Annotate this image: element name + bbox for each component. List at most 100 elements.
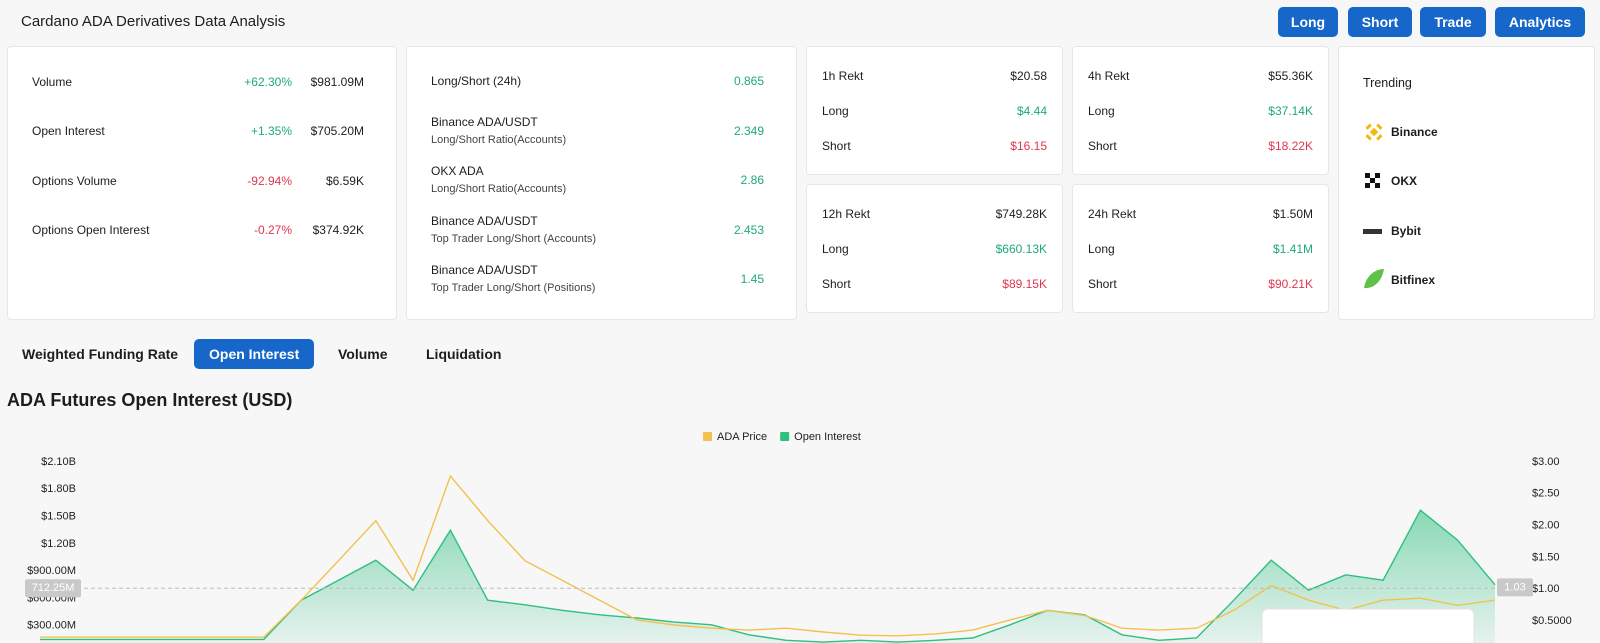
ratio-label: Binance ADA/USDT xyxy=(431,213,538,228)
ratio-value: 2.86 xyxy=(740,173,764,187)
ratio-sublabel: Top Trader Long/Short (Positions) xyxy=(431,282,596,294)
rekt-label: 12h Rekt xyxy=(822,207,871,221)
crosshair-y-label: 712.25M xyxy=(32,582,75,594)
crosshair-badge xyxy=(1497,578,1533,597)
rekt-value: $4.44 xyxy=(1016,104,1047,118)
ratio-label: Binance ADA/USDT xyxy=(431,114,538,129)
tab[interactable]: Liquidation xyxy=(426,346,502,362)
okx-icon xyxy=(1365,173,1380,188)
crosshair-badge xyxy=(25,579,81,598)
rekt-label: Long xyxy=(1088,242,1115,256)
rekt-value: $749.28K xyxy=(995,207,1047,221)
crosshair-y2-label: 1.03 xyxy=(1504,581,1525,593)
ratio-sublabel: Long/Short Ratio(Accounts) xyxy=(431,133,567,146)
metric-value: $6.59K xyxy=(325,173,364,188)
bybit-icon xyxy=(1363,229,1382,234)
y2-tick-label: $3.00 xyxy=(1532,456,1560,468)
rekt-value: $1.50M xyxy=(1272,207,1313,221)
rekt-card: 12h Rekt $749.28K Long $660.13K Short $89.15K xyxy=(806,184,1063,313)
y-tick-label: $2.10B xyxy=(41,456,76,468)
binance-icon xyxy=(1365,123,1383,141)
legend-swatch xyxy=(703,432,712,441)
y-tick-label: $1.50B xyxy=(41,510,76,522)
rekt-card: 24h Rekt $1.50M Long $1.41M Short $90.21K xyxy=(1072,184,1329,313)
legend-swatch xyxy=(780,432,790,441)
tab[interactable]: Volume xyxy=(338,346,388,362)
y2-tick-label: $2.00 xyxy=(1532,520,1560,532)
line xyxy=(40,474,1496,638)
trade-button[interactable]: Trade xyxy=(1420,7,1486,37)
metric-label: Open Interest xyxy=(32,124,105,139)
rekt-value: $37.14K xyxy=(1268,104,1313,118)
legend-label: ADA Price xyxy=(717,431,767,443)
metric-value: $374.92K xyxy=(312,222,364,237)
legend-label: Open Interest xyxy=(794,431,861,443)
tab[interactable]: Open Interest xyxy=(194,339,315,369)
trending-title: Trending xyxy=(1363,76,1412,90)
metric-change: +1.35% xyxy=(250,124,292,139)
trending-item[interactable]: Bybit xyxy=(1391,224,1421,238)
ratio-sublabel: Long/Short Ratio(Accounts) xyxy=(431,183,567,195)
ratio-value: 2.349 xyxy=(733,123,764,138)
ratios-card: Long/Short (24h) 0.865 Binance ADA/USDT Lon… xyxy=(406,46,797,320)
metric-label: Options Open Interest xyxy=(32,222,150,237)
rekt-value: $1.41M xyxy=(1272,242,1313,256)
rekt-card: 1h Rekt $20.58 Long $4.44 Short $16.15 xyxy=(806,46,1063,175)
metric-change: -92.94% xyxy=(247,173,292,188)
page-title: Cardano ADA Derivatives Data Analysis xyxy=(21,13,286,30)
ratio-label: Long/Short (24h) xyxy=(431,74,522,88)
tab[interactable]: Weighted Funding Rate xyxy=(22,346,179,362)
chart: $300.00M$600.00M$900.00M$1.20B$1.50B$1.8… xyxy=(25,431,1572,643)
rekt-label: Short xyxy=(822,139,851,153)
rekt-label: Long xyxy=(822,242,849,256)
ratio-label: OKX ADA xyxy=(431,164,484,178)
long-button[interactable]: Long xyxy=(1278,7,1338,37)
rekt-label: Short xyxy=(822,277,851,291)
y-tick-label: $1.80B xyxy=(41,483,76,495)
metric-label: Volume xyxy=(32,75,73,89)
trending-item[interactable]: OKX xyxy=(1391,174,1418,188)
metric-label: Options Volume xyxy=(32,173,117,188)
line xyxy=(40,509,1496,643)
rekt-label: 1h Rekt xyxy=(822,69,864,83)
chart-title: ADA Futures Open Interest (USD) xyxy=(7,390,293,410)
rekt-value: $18.22K xyxy=(1268,139,1313,153)
rekt-value: $20.58 xyxy=(1010,69,1047,83)
rekt-value: $660.13K xyxy=(995,242,1047,256)
ratio-sublabel: Top Trader Long/Short (Accounts) xyxy=(431,232,597,245)
y-tick-label: $900.00M xyxy=(27,565,76,577)
y2-tick-label: $2.50 xyxy=(1532,488,1560,500)
bitfinex-icon xyxy=(1364,269,1384,289)
analytics-button[interactable]: Analytics xyxy=(1495,7,1585,37)
ratio-value: 1.45 xyxy=(740,272,764,286)
metric-change: +62.30% xyxy=(244,75,292,89)
trending-item[interactable]: Binance xyxy=(1391,125,1438,139)
rekt-label: Short xyxy=(1088,139,1117,153)
rekt-label: 24h Rekt xyxy=(1088,207,1137,221)
tooltip xyxy=(1261,608,1475,643)
trending-item[interactable]: Bitfinex xyxy=(1391,273,1436,287)
rekt-label: Long xyxy=(822,104,849,118)
trending-card: Trending Binance OKX Bybit Bitfinex xyxy=(1338,46,1595,320)
y2-tick-label: $1.50 xyxy=(1532,551,1560,563)
y2-tick-label: $0.5000 xyxy=(1532,615,1572,627)
rekt-value: $16.15 xyxy=(1010,139,1047,153)
rekt-label: Long xyxy=(1088,104,1115,118)
rekt-value: $55.36K xyxy=(1268,69,1313,83)
metrics-card: Volume +62.30% $981.09M Open Interest +1.35%… xyxy=(7,46,397,320)
metric-value: $981.09M xyxy=(310,75,364,89)
rekt-card: 4h Rekt $55.36K Long $37.14K Short $18.22K xyxy=(1072,46,1329,175)
y2-tick-label: $1.00 xyxy=(1532,583,1560,595)
rekt-value: $89.15K xyxy=(1002,277,1047,291)
metric-change: -0.27% xyxy=(253,222,292,237)
y-tick-label: $300.00M xyxy=(27,620,76,632)
ratio-value: 2.453 xyxy=(733,222,764,237)
rekt-label: 4h Rekt xyxy=(1088,69,1130,83)
rekt-label: Short xyxy=(1088,277,1117,291)
area xyxy=(40,510,1495,643)
rekt-value: $90.21K xyxy=(1268,277,1313,291)
metric-value: $705.20M xyxy=(310,124,364,139)
y-tick-label: $1.20B xyxy=(41,538,76,550)
short-button[interactable]: Short xyxy=(1348,7,1412,37)
ratio-label: Binance ADA/USDT xyxy=(431,263,538,277)
